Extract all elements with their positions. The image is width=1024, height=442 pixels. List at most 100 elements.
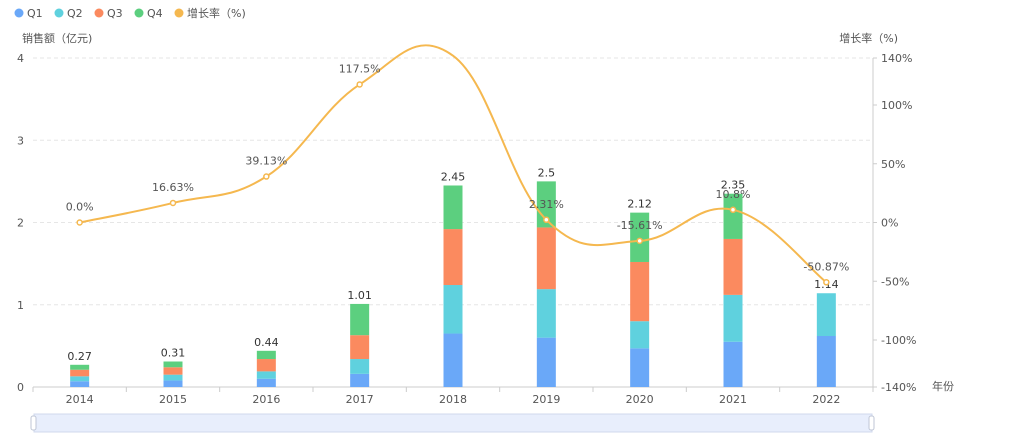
bar-q2-2020[interactable] [630, 321, 650, 349]
y-tick-label: 2 [17, 217, 24, 230]
bar-q1-2015[interactable] [163, 380, 183, 387]
legend-label: Q2 [67, 7, 83, 20]
y2-tick-label: 50% [881, 158, 905, 171]
bar-q4-2016[interactable] [256, 350, 276, 360]
x-tick-label: 2015 [159, 393, 187, 406]
bar-q1-2014[interactable] [70, 381, 90, 387]
x-tick-label: 2014 [66, 393, 94, 406]
bar-q4-2020[interactable] [630, 212, 650, 262]
growth-rate-point[interactable] [263, 173, 270, 180]
bar-q4-2021[interactable] [723, 193, 743, 239]
legend-label: Q3 [107, 7, 123, 20]
bar-q1-2018[interactable] [443, 333, 463, 387]
growth-rate-point[interactable] [636, 237, 643, 245]
growth-rate-label: 39.13% [245, 155, 287, 168]
bar-q4-2018[interactable] [443, 185, 463, 230]
zoom-handle-right[interactable] [868, 415, 875, 431]
bar-total-label: 1.01 [347, 289, 372, 302]
bar-q1-2019[interactable] [536, 337, 556, 387]
bar-q3-2015[interactable] [163, 367, 183, 375]
y-tick-label: 0 [17, 381, 24, 394]
bar-q1-2017[interactable] [350, 373, 370, 387]
growth-rate-label: 0.0% [66, 201, 94, 214]
bar-q2-2014[interactable] [70, 376, 90, 382]
bar-q1-2020[interactable] [630, 348, 650, 387]
bar-total-label: 2.5 [538, 166, 556, 179]
bar-q3-2020[interactable] [630, 261, 650, 322]
growth-rate-label: 16.63% [152, 181, 194, 194]
growth-rate-label: 10.8% [716, 188, 751, 201]
bar-q3-2021[interactable] [723, 238, 743, 295]
bar-total-label: 2.45 [441, 170, 466, 183]
growth-rate-point[interactable] [823, 279, 830, 286]
bar-q2-2021[interactable] [723, 294, 743, 342]
bar-total-label: 0.31 [161, 347, 186, 360]
legend[interactable]: Q1 Q2 Q3 Q4 增长率（%) [14, 6, 246, 20]
bar-total-label: 2.12 [627, 198, 652, 211]
legend-item-5[interactable]: 增长率（%) [174, 6, 246, 20]
bar-q1-2021[interactable] [723, 341, 743, 387]
y-axis-ticks: 0 1 2 3 4 [17, 52, 24, 394]
x-axis-title: 年份 [932, 379, 954, 393]
zoom-handle-left[interactable] [30, 415, 37, 431]
bar-q2-2018[interactable] [443, 285, 463, 334]
y2-tick-label: 0% [881, 217, 898, 230]
x-tick-label: 2018 [439, 393, 467, 406]
x-tick-label: 2022 [812, 393, 840, 406]
bar-q2-2016[interactable] [256, 371, 276, 379]
x-tick-label: 2016 [252, 393, 280, 406]
bar-q4-2014[interactable] [70, 364, 90, 370]
bar-q1-2022[interactable] [816, 336, 836, 387]
x-axis: 2014 2015 2016 2017 2018 2019 2020 2021 2022 [32, 386, 874, 406]
y2-axis-ticks: -140% -100% -50% 0% 50% 100% 140% [872, 52, 916, 394]
bar-q2-2017[interactable] [350, 359, 370, 374]
y-tick-label: 4 [17, 52, 24, 65]
y2-tick-label: -140% [881, 381, 916, 394]
bar-q3-2018[interactable] [443, 229, 463, 286]
x-tick-label: 2017 [346, 393, 374, 406]
bar-total-label: 0.27 [67, 350, 92, 363]
legend-swatch [54, 8, 64, 18]
legend-item-1[interactable]: Q1 [14, 7, 43, 20]
y2-axis-title: 增长率（%) [839, 31, 898, 45]
growth-rate-point[interactable] [169, 199, 177, 207]
data-zoom-slider[interactable] [30, 413, 875, 433]
bar-q4-2015[interactable] [163, 361, 183, 368]
legend-swatch [174, 8, 184, 18]
bar-q2-2019[interactable] [536, 289, 556, 338]
legend-item-4[interactable]: Q4 [134, 7, 163, 20]
growth-rate-label: -15.61% [617, 219, 663, 232]
x-tick-label: 2019 [532, 393, 560, 406]
legend-item-3[interactable]: Q3 [94, 7, 123, 20]
growth-rate-label: -50.87% [803, 260, 849, 273]
growth-rate-label: 2.31% [529, 198, 564, 211]
y-axis-title: 销售额（亿元) [22, 31, 92, 45]
growth-rate-point[interactable] [543, 216, 550, 224]
y-tick-label: 3 [17, 134, 24, 147]
legend-label: 增长率（%) [187, 6, 246, 20]
bar-q4-2017[interactable] [350, 303, 370, 336]
bar-q3-2016[interactable] [256, 359, 276, 372]
bars[interactable] [70, 181, 836, 387]
x-tick-label: 2021 [719, 393, 747, 406]
bar-total-label: 2.35 [721, 179, 746, 192]
zoom-track[interactable] [33, 413, 873, 433]
legend-label: Q1 [27, 7, 43, 20]
growth-line[interactable]: 0.0% 16.63% 39.13% 117.5% 2.31% -15.61% 10.8% -… [66, 44, 850, 286]
bar-q1-2016[interactable] [256, 378, 276, 387]
growth-rate-line [79, 44, 827, 284]
bar-total-label: 0.44 [254, 336, 279, 349]
bar-q3-2014[interactable] [70, 369, 90, 377]
bar-q3-2019[interactable] [536, 227, 556, 290]
legend-label: Q4 [147, 7, 163, 20]
bar-q3-2017[interactable] [350, 335, 370, 360]
y2-tick-label: 100% [881, 99, 912, 112]
bar-q2-2022[interactable] [816, 293, 836, 337]
growth-rate-point[interactable] [729, 206, 737, 214]
bar-q2-2015[interactable] [163, 374, 183, 381]
growth-rate-point[interactable] [76, 219, 83, 226]
legend-swatch [14, 8, 24, 18]
growth-rate-point[interactable] [356, 81, 363, 88]
legend-item-2[interactable]: Q2 [54, 7, 83, 20]
